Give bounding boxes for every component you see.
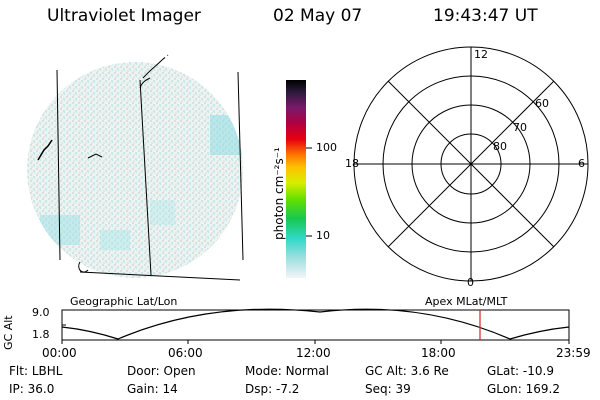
mlt-label-12: 12 <box>474 48 488 61</box>
apex-caption: Apex MLat/MLT <box>425 295 508 308</box>
status-flt: Flt: LBHL <box>9 364 63 378</box>
lat-label-80: 80 <box>493 140 507 153</box>
status-glat: GLat: -10.9 <box>487 364 554 378</box>
app-title: Ultraviolet Imager <box>47 6 201 26</box>
gc-alt-axis-label: GC Alt <box>2 315 15 350</box>
x-tick-0000: 00:00 <box>42 346 77 360</box>
status-door: Door: Open <box>127 364 196 378</box>
lat-label-70: 70 <box>513 121 527 134</box>
time-readout: 19:43:47 UT <box>433 6 538 26</box>
orbit-altitude-plot <box>61 308 570 344</box>
status-mode: Mode: Normal <box>245 364 329 378</box>
mlt-label-0: 0 <box>467 276 474 289</box>
y-tick-1-8: 1.8 <box>32 328 50 341</box>
status-gain: Gain: 14 <box>127 382 178 396</box>
polar-grid <box>353 46 589 282</box>
status-dsp: Dsp: -7.2 <box>245 382 300 396</box>
lat-label-60: 60 <box>535 97 549 110</box>
y-tick-9: 9.0 <box>32 306 50 319</box>
date-readout: 02 May 07 <box>273 6 363 26</box>
status-ip: IP: 36.0 <box>9 382 55 396</box>
status-gc-alt: GC Alt: 3.6 Re <box>365 364 449 378</box>
geographic-caption: Geographic Lat/Lon <box>70 295 178 308</box>
mlt-label-18: 18 <box>345 157 359 170</box>
uv-image-disc <box>27 54 244 281</box>
mlt-label-6: 6 <box>578 157 585 170</box>
x-tick-1200: 12:00 <box>296 346 331 360</box>
colorbar <box>286 80 312 278</box>
colorbar-tick-100: 100 <box>316 141 337 154</box>
x-tick-1800: 18:00 <box>421 346 456 360</box>
status-glon: GLon: 169.2 <box>487 382 560 396</box>
colorbar-unit-label: photon cm⁻²s⁻¹ <box>272 147 286 240</box>
x-tick-2359: 23:59 <box>556 346 591 360</box>
x-tick-0600: 06:00 <box>168 346 203 360</box>
colorbar-tick-10: 10 <box>316 229 330 242</box>
status-seq: Seq: 39 <box>365 382 411 396</box>
